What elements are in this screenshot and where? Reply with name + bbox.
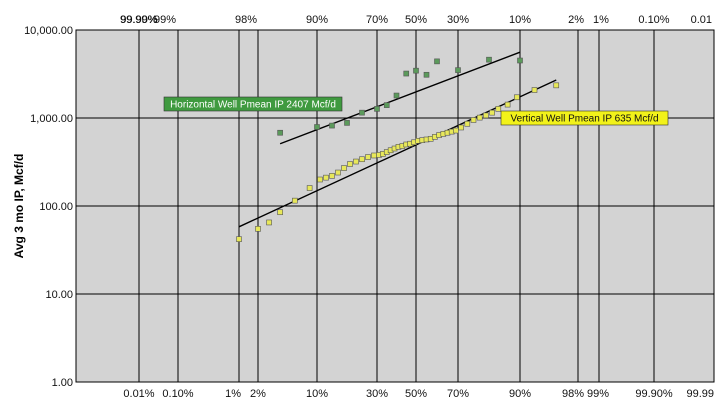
x-top-tick-label: 99%	[154, 14, 176, 26]
x-top-tick-label: 1%	[593, 14, 609, 26]
callout-label-horizontal: Horizontal Well Pmean IP 2407 Mcf/d	[170, 100, 336, 111]
point-vertical	[531, 87, 538, 93]
x-bottom-tick-label: 98%	[562, 388, 584, 400]
point-vertical	[371, 152, 377, 159]
point-horizontal	[486, 56, 492, 63]
grid-layer	[75, 29, 715, 383]
point-horizontal	[517, 57, 523, 64]
trendline-horizontal	[279, 51, 521, 145]
x-bottom-tick-label: 99.90%	[635, 388, 673, 400]
x-bottom-tick-label: 90%	[509, 388, 531, 400]
y-tick-label: 100.00	[39, 201, 73, 213]
point-horizontal	[329, 122, 335, 129]
point-vertical	[306, 185, 313, 191]
point-horizontal	[423, 71, 430, 78]
x-bottom-tick-label: 50%	[405, 388, 427, 400]
point-vertical	[504, 101, 511, 108]
x-top-tick-label: 99.99%	[120, 14, 158, 26]
x-top-tick-label: 90%	[306, 14, 328, 26]
ticks-layer: 1.0010.00100.001,000.0010,000.0099.99%99…	[24, 14, 714, 400]
x-top-tick-label: 0.01	[691, 14, 712, 26]
point-horizontal	[455, 67, 461, 73]
y-tick-label: 10,000.00	[24, 25, 73, 37]
point-vertical	[553, 82, 560, 89]
point-vertical	[470, 117, 477, 123]
point-horizontal	[434, 58, 440, 65]
point-vertical	[483, 112, 489, 119]
point-vertical	[489, 109, 495, 116]
y-tick-label: 10.00	[45, 289, 73, 301]
point-vertical	[365, 154, 371, 160]
point-vertical	[495, 106, 502, 112]
x-bottom-tick-label: 70%	[447, 388, 469, 400]
point-vertical	[453, 127, 459, 134]
point-vertical	[514, 94, 520, 101]
y-tick-label: 1,000.00	[30, 113, 73, 125]
trendline-vertical	[238, 79, 557, 228]
point-horizontal	[393, 92, 400, 99]
callout-box-vertical	[500, 110, 669, 126]
x-bottom-tick-label: 2%	[250, 388, 266, 400]
x-top-tick-label: 98%	[235, 14, 257, 26]
x-top-tick-label: 99.90%	[120, 14, 158, 26]
x-bottom-tick-label: 10%	[306, 388, 328, 400]
point-vertical	[236, 236, 242, 242]
point-vertical	[329, 173, 335, 179]
point-vertical	[323, 174, 329, 181]
point-vertical	[359, 156, 365, 163]
callout-box-horizontal	[163, 96, 343, 112]
point-horizontal	[277, 129, 283, 136]
x-top-tick-label: 30%	[447, 14, 469, 26]
x-bottom-tick-label: 1%	[225, 388, 241, 400]
point-vertical	[255, 226, 261, 232]
callout-label-vertical: Vertical Well Pmean IP 635 Mcf/d	[510, 114, 658, 125]
point-horizontal	[374, 106, 380, 112]
point-vertical	[353, 158, 359, 165]
x-bottom-tick-label: 30%	[366, 388, 388, 400]
point-vertical	[335, 169, 341, 176]
x-bottom-tick-label: 99.99	[686, 388, 714, 400]
trendline-layer	[238, 51, 557, 228]
point-vertical	[266, 219, 272, 226]
y-axis-label: Avg 3 mo IP, Mcf/d	[12, 154, 26, 259]
y-tick-label: 1.00	[52, 377, 73, 389]
point-horizontal	[403, 70, 410, 77]
x-bottom-tick-label: 0.01%	[123, 388, 154, 400]
point-horizontal	[383, 102, 390, 108]
x-top-tick-label: 70%	[366, 14, 388, 26]
x-top-tick-label: 10%	[509, 14, 531, 26]
point-horizontal	[344, 120, 350, 126]
x-top-tick-label: 2%	[568, 14, 584, 26]
x-bottom-tick-label: 99%	[587, 388, 609, 400]
point-horizontal	[413, 67, 419, 74]
point-vertical	[277, 209, 283, 216]
point-vertical	[458, 124, 464, 131]
point-vertical	[476, 114, 483, 121]
x-bottom-tick-label: 0.10%	[162, 388, 193, 400]
points-layer	[236, 56, 560, 242]
point-vertical	[292, 197, 298, 204]
point-vertical	[341, 165, 347, 171]
point-horizontal	[359, 109, 365, 116]
x-top-tick-label: 50%	[405, 14, 427, 26]
point-vertical	[317, 176, 323, 183]
point-horizontal	[314, 124, 320, 130]
point-vertical	[464, 120, 471, 127]
callout-layer: Horizontal Well Pmean IP 2407 Mcf/d Verti…	[163, 96, 669, 126]
point-vertical	[347, 161, 353, 167]
x-top-tick-label: 0.10%	[638, 14, 669, 26]
